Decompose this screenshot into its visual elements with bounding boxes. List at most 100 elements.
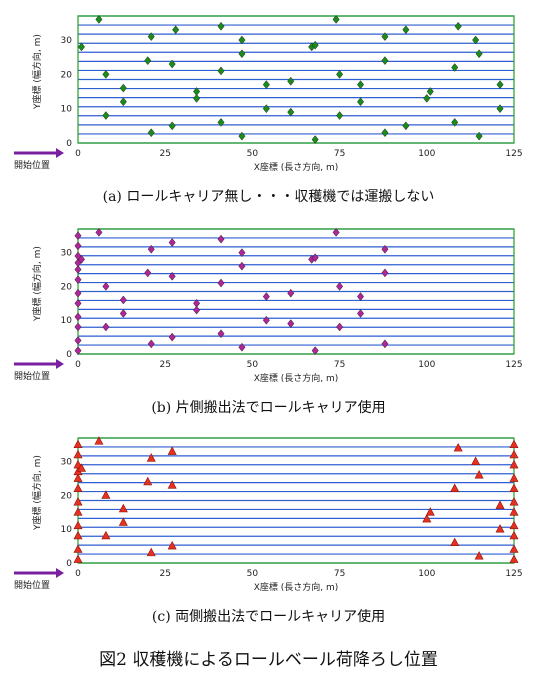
data-point — [147, 339, 155, 349]
data-point — [332, 15, 340, 24]
data-point — [73, 439, 83, 449]
data-point — [73, 520, 83, 530]
data-point — [217, 329, 225, 339]
data-point — [74, 231, 82, 241]
data-point — [193, 93, 201, 103]
x-axis-label: X座標 (長さ方向, m) — [254, 581, 339, 593]
y-tick-label: 0 — [66, 350, 72, 360]
x-tick-label: 25 — [159, 360, 170, 370]
data-point — [118, 503, 128, 513]
data-point — [119, 83, 127, 93]
caption-a: (a) ロールキャリア無し・・・収穫機では運搬しない — [102, 189, 435, 205]
chart-a: 0 25 50 75 100 125 0 10 20 30 X座標 (長さ方向, m) Y座標 (幅方… — [14, 15, 523, 173]
data-point — [217, 21, 225, 31]
data-point — [426, 87, 434, 96]
data-point — [168, 332, 176, 342]
data-point — [168, 59, 176, 69]
data-point — [262, 80, 270, 90]
y-tick-label: 20 — [61, 282, 73, 292]
start-arrow-icon — [56, 568, 64, 578]
data-point — [238, 248, 246, 258]
data-point — [495, 500, 505, 509]
data-point — [496, 104, 504, 114]
data-point — [471, 456, 481, 465]
data-point — [509, 530, 519, 540]
data-point — [311, 135, 319, 144]
plot-frame — [77, 15, 515, 144]
x-tick-label: 0 — [75, 360, 81, 370]
data-point — [94, 436, 104, 445]
data-point — [167, 480, 177, 489]
data-point — [102, 69, 110, 79]
data-point — [73, 544, 83, 553]
data-point — [451, 118, 459, 127]
data-point — [167, 446, 177, 455]
y-axis-label: Y座標 (幅方向, m) — [31, 34, 43, 110]
data-point — [172, 25, 180, 35]
data-point — [101, 530, 111, 540]
data-point — [423, 93, 431, 103]
x-tick-label: 100 — [418, 569, 435, 579]
data-point — [119, 97, 127, 107]
y-tick-label: 30 — [61, 458, 73, 468]
data-point — [73, 483, 83, 492]
data-point — [238, 35, 246, 45]
y-tick-label: 10 — [61, 105, 73, 115]
data-point — [336, 282, 344, 291]
x-axis-label: X座標 (長さ方向, m) — [254, 161, 339, 173]
data-point — [311, 346, 319, 356]
data-point — [402, 25, 410, 35]
data-point — [144, 56, 152, 66]
data-point — [450, 537, 460, 547]
data-point — [422, 513, 432, 523]
data-point — [509, 473, 519, 482]
data-point — [238, 342, 246, 352]
data-point — [332, 227, 340, 237]
data-point — [509, 544, 519, 553]
data-point — [509, 520, 519, 530]
chart-c: 0 25 50 75 100 125 0 10 20 30 X座標 (長さ方向, m) Y座標 (幅方… — [14, 436, 523, 593]
data-point — [102, 322, 110, 332]
data-point — [74, 288, 82, 298]
x-tick-label: 75 — [334, 360, 345, 370]
data-point — [217, 66, 225, 76]
data-point — [144, 268, 152, 278]
data-point — [95, 227, 103, 237]
data-point — [119, 295, 127, 305]
data-point — [74, 298, 82, 308]
data-point — [287, 76, 295, 86]
data-point — [451, 63, 459, 72]
data-point — [74, 336, 82, 345]
data-point — [475, 131, 483, 141]
data-point — [74, 312, 82, 322]
x-tick-label: 25 — [159, 569, 170, 579]
data-point — [76, 463, 86, 472]
data-point — [402, 121, 410, 131]
y-tick-label: 30 — [61, 249, 73, 259]
data-point — [238, 49, 246, 59]
data-point — [74, 322, 82, 332]
data-point — [453, 442, 463, 452]
data-point — [238, 131, 246, 141]
start-position-label: 開始位置 — [14, 159, 50, 171]
y-tick-label: 0 — [66, 139, 72, 149]
data-point — [168, 121, 176, 131]
data-point — [336, 322, 344, 332]
chart-panel-b: 0 25 50 75 100 125 0 10 20 30 X座標 (長さ方向, m) Y座標 (幅方… — [0, 213, 537, 396]
data-point — [509, 497, 519, 506]
data-point — [73, 473, 83, 482]
caption-b: (b) 片側搬出法でロールキャリア使用 — [151, 400, 386, 416]
data-point — [217, 234, 225, 244]
data-point — [357, 309, 365, 318]
data-point — [381, 56, 389, 66]
x-tick-label: 0 — [75, 569, 81, 579]
data-point — [95, 15, 103, 24]
data-point — [102, 111, 110, 120]
data-point — [509, 554, 519, 563]
data-point — [147, 244, 155, 254]
data-point — [101, 490, 111, 499]
start-position-label: 開始位置 — [14, 370, 50, 382]
data-point — [381, 268, 389, 278]
x-tick-label: 100 — [418, 149, 435, 159]
data-point — [73, 530, 83, 540]
